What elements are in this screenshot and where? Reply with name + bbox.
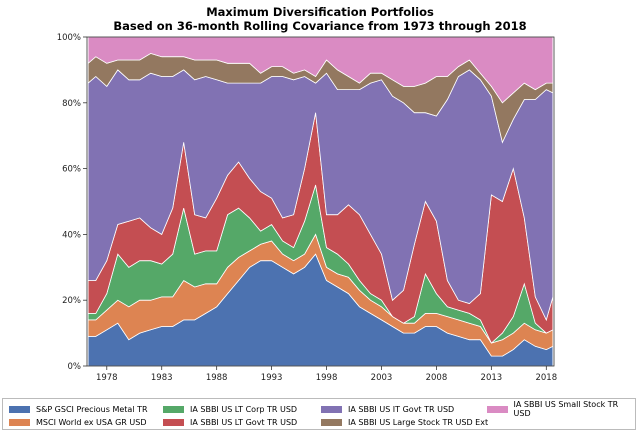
chart-subtitle: Based on 36-month Rolling Covariance fro… — [113, 19, 527, 33]
legend-item: IA SBBI US LT Govt TR USD — [163, 416, 297, 428]
y-axis: 0% 20% 40% 60% 80% 100% — [57, 33, 87, 372]
legend-swatch — [321, 418, 342, 426]
legend-item: IA SBBI US Small Stock TR USD — [487, 400, 635, 418]
x-tick-label: 1998 — [316, 373, 338, 383]
x-tick-label: 2008 — [426, 373, 448, 383]
legend-label: IA SBBI US Small Stock TR USD — [513, 400, 619, 418]
legend-item: IA SBBI US Large Stock TR USD Ext — [321, 416, 488, 428]
legend-swatch — [321, 405, 342, 413]
y-tick-label: 40% — [62, 230, 81, 240]
legend-swatch — [9, 418, 30, 426]
x-tick-label: 2003 — [371, 373, 393, 383]
x-tick-label: 1983 — [151, 373, 173, 383]
x-tick-label: 1993 — [261, 373, 283, 383]
x-tick-label: 2018 — [535, 373, 557, 383]
legend-label: IA SBBI US LT Corp TR USD — [190, 404, 298, 414]
legend-label: S&P GSCI Precious Metal TR — [36, 404, 148, 414]
legend-swatch — [163, 418, 184, 426]
y-tick-label: 60% — [62, 165, 81, 175]
legend-label: MSCI World ex USA GR USD — [36, 417, 147, 427]
legend-item: MSCI World ex USA GR USD — [9, 416, 147, 428]
stacked-area-chart: 0% 20% 40% 60% 80% 100% 1978 1983 1988 1993 1998 2… — [57, 33, 557, 383]
legend-swatch — [163, 405, 184, 413]
x-tick-label: 1988 — [206, 373, 228, 383]
y-tick-label: 80% — [62, 99, 81, 109]
legend-item: S&P GSCI Precious Metal TR — [9, 403, 148, 415]
legend-label: IA SBBI US Large Stock TR USD Ext — [348, 417, 489, 427]
legend-label: IA SBBI US LT Govt TR USD — [190, 417, 298, 427]
y-tick-label: 0% — [68, 362, 82, 372]
y-tick-label: 100% — [57, 33, 81, 43]
legend-item: IA SBBI US LT Corp TR USD — [163, 403, 297, 415]
x-axis: 1978 1983 1988 1993 1998 2003 2008 2013 2018 — [96, 366, 557, 383]
legend: S&P GSCI Precious Metal TR MSCI World ex … — [2, 398, 636, 430]
plot-frame — [86, 36, 555, 367]
legend-swatch — [487, 405, 508, 413]
y-tick-label: 20% — [62, 296, 81, 306]
legend-swatch — [9, 405, 30, 413]
x-tick-label: 1978 — [96, 373, 118, 383]
legend-item: IA SBBI US IT Govt TR USD — [321, 403, 454, 415]
legend-label: IA SBBI US IT Govt TR USD — [348, 404, 455, 414]
chart-title: Maximum Diversification Portfolios — [206, 5, 434, 19]
x-tick-label: 2013 — [481, 373, 503, 383]
plot-areas — [87, 36, 554, 367]
